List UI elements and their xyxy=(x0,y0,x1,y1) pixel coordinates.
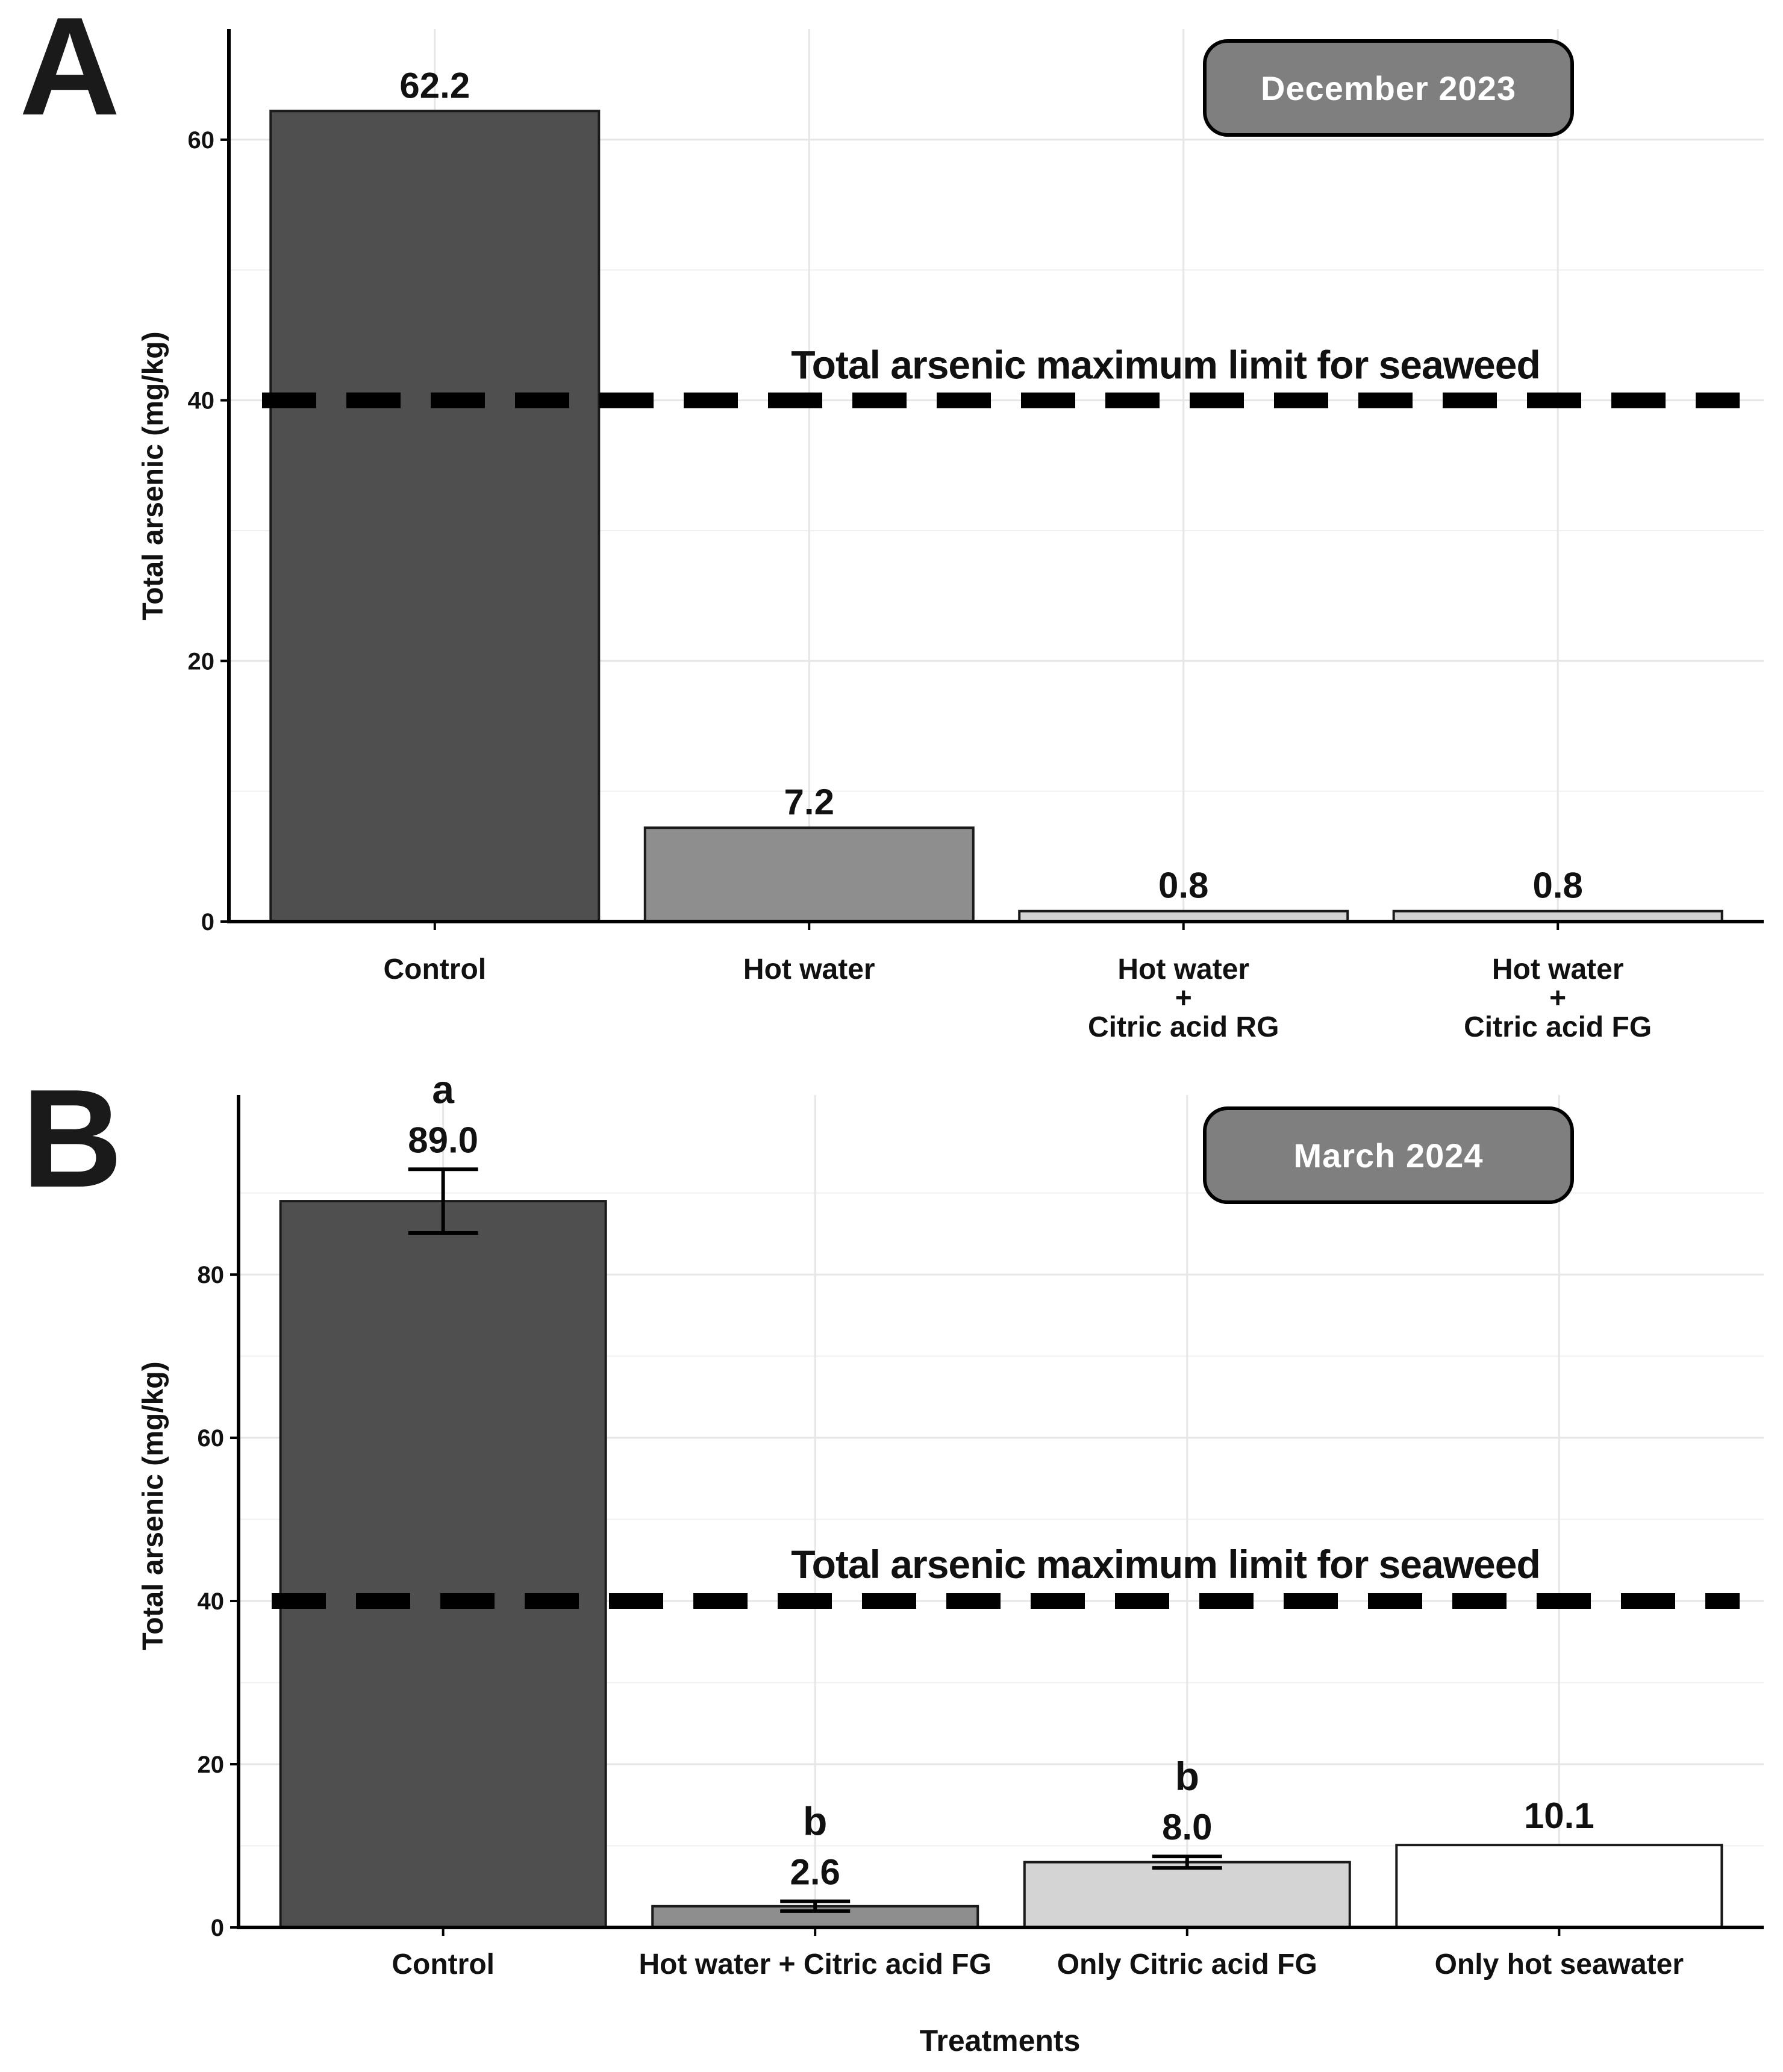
data-label: 7.2 xyxy=(784,782,834,822)
x-axis-title: Treatments xyxy=(920,2024,1081,2058)
error-bar xyxy=(1152,1855,1222,1870)
bar xyxy=(1023,1861,1351,1929)
bar xyxy=(279,1200,607,1929)
panel-letter: B xyxy=(22,1061,123,1217)
y-tick-label: 0 xyxy=(201,909,214,935)
significance-letter: a xyxy=(432,1067,455,1111)
x-tick-label: Only hot seawater xyxy=(1435,1949,1684,1980)
x-tick-label-line: Citric acid RG xyxy=(1088,1011,1279,1043)
x-tick-label-line: Hot water + Citric acid FG xyxy=(639,1949,991,1980)
x-tick-label-line: Only Citric acid FG xyxy=(1057,1949,1317,1980)
y-axis-title: Total arsenic (mg/kg) xyxy=(137,331,169,620)
y-tick-label: 40 xyxy=(198,1588,225,1615)
data-label: 8.0 xyxy=(1162,1807,1212,1847)
x-tick-label: Hot water + Citric acid FG xyxy=(639,1949,991,1980)
y-tick-label: 80 xyxy=(198,1262,225,1288)
chart-panel-a: A 62.2 7.2 0.8 0.8 Total arsenic maximum limi… xyxy=(19,0,1764,1043)
error-bar xyxy=(780,1899,851,1913)
x-tick-label-line: Control xyxy=(383,953,486,985)
bar xyxy=(1395,1844,1723,1929)
y-tick-label: 0 xyxy=(211,1915,224,1941)
x-tick-label: Only Citric acid FG xyxy=(1057,1949,1317,1980)
x-tick-label: Control xyxy=(383,953,486,985)
date-badge: December 2023 xyxy=(1203,39,1574,137)
x-tick-label-line: + xyxy=(1549,982,1566,1014)
bar xyxy=(269,110,601,923)
y-tick-label: 60 xyxy=(198,1425,225,1452)
data-label: 0.8 xyxy=(1158,866,1208,906)
data-label: 89.0 xyxy=(408,1120,478,1160)
significance-letter: b xyxy=(1175,1754,1199,1799)
max-limit-label: Total arsenic maximum limit for seaweed xyxy=(791,343,1540,387)
max-limit-label: Total arsenic maximum limit for seaweed xyxy=(791,1542,1540,1587)
bar xyxy=(643,826,975,923)
date-badge-box xyxy=(1203,1106,1574,1204)
data-label: 10.1 xyxy=(1524,1796,1594,1836)
panel-letter: A xyxy=(19,0,120,145)
x-tick-label-line: Citric acid FG xyxy=(1464,1011,1652,1043)
x-tick-label: Hot water + Citric acid FG xyxy=(1464,953,1652,1043)
x-tick-label-line: + xyxy=(1175,982,1192,1014)
date-badge-box xyxy=(1203,39,1574,137)
chart-panel-b: B 89.0 a 2.6 b 8.0 b 10.1 Total arsenic maximum … xyxy=(22,1061,1764,2058)
data-label: 62.2 xyxy=(399,65,470,105)
y-tick-label: 20 xyxy=(198,1752,225,1778)
x-tick-label-line: Hot water xyxy=(743,953,875,985)
y-tick-label: 20 xyxy=(188,648,215,675)
x-tick-label-line: Hot water xyxy=(1117,953,1249,985)
x-tick-label: Hot water + Citric acid RG xyxy=(1088,953,1279,1043)
data-label: 2.6 xyxy=(790,1852,840,1893)
error-bar xyxy=(408,1167,478,1235)
date-badge: March 2024 xyxy=(1203,1106,1574,1204)
data-label: 0.8 xyxy=(1532,866,1582,906)
y-tick-label: 60 xyxy=(188,127,215,154)
x-tick-label-line: Only hot seawater xyxy=(1435,1949,1684,1980)
x-tick-label-line: Control xyxy=(392,1949,495,1980)
x-tick-label-line: Hot water xyxy=(1492,953,1624,985)
y-axis-title: Total arsenic (mg/kg) xyxy=(137,1361,169,1650)
x-tick-label: Hot water xyxy=(743,953,875,985)
date-badge-label: March 2024 xyxy=(1293,1137,1483,1175)
date-badge-label: December 2023 xyxy=(1261,69,1516,107)
x-tick-label: Control xyxy=(392,1949,495,1980)
significance-letter: b xyxy=(803,1799,827,1844)
y-tick-label: 40 xyxy=(188,388,215,414)
